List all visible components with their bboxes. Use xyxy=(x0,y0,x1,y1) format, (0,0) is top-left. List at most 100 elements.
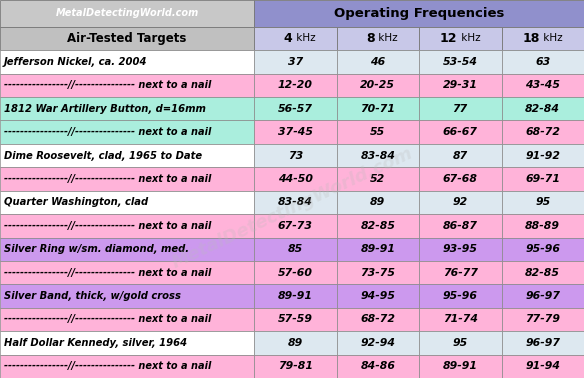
Text: 43-45: 43-45 xyxy=(525,80,560,90)
Bar xyxy=(419,355,502,378)
Text: 84-86: 84-86 xyxy=(360,361,395,371)
Text: kHz: kHz xyxy=(376,34,398,43)
Bar xyxy=(502,121,584,144)
Text: 37: 37 xyxy=(288,57,303,67)
Text: 52: 52 xyxy=(370,174,385,184)
Text: 93-95: 93-95 xyxy=(443,244,478,254)
Text: 82-84: 82-84 xyxy=(525,104,560,114)
Bar xyxy=(0,308,254,331)
Bar xyxy=(419,237,502,261)
Text: 91-92: 91-92 xyxy=(525,150,560,161)
Text: 86-87: 86-87 xyxy=(443,221,478,231)
Text: 89: 89 xyxy=(288,338,303,348)
Text: 91-94: 91-94 xyxy=(525,361,560,371)
Text: ----------------//--------------- next to a nail: ----------------//--------------- next t… xyxy=(4,268,211,277)
Bar xyxy=(336,121,419,144)
Text: 53-54: 53-54 xyxy=(443,57,478,67)
Bar xyxy=(419,191,502,214)
Bar xyxy=(0,284,254,308)
Text: MetalDetectingWorld.com: MetalDetectingWorld.com xyxy=(55,8,199,19)
Text: 44-50: 44-50 xyxy=(278,174,313,184)
Text: 56-57: 56-57 xyxy=(278,104,313,114)
Bar xyxy=(336,331,419,355)
Bar xyxy=(419,74,502,97)
Bar xyxy=(502,284,584,308)
Text: 20-25: 20-25 xyxy=(360,80,395,90)
Bar xyxy=(336,27,419,50)
Text: 83-84: 83-84 xyxy=(360,150,395,161)
Text: 73: 73 xyxy=(288,150,303,161)
Text: Air-Tested Targets: Air-Tested Targets xyxy=(67,32,187,45)
Bar xyxy=(419,50,502,74)
Text: 89: 89 xyxy=(370,197,385,208)
Text: 77-79: 77-79 xyxy=(525,314,560,324)
Bar xyxy=(0,167,254,191)
Text: 94-95: 94-95 xyxy=(360,291,395,301)
Bar xyxy=(254,308,336,331)
Text: 4: 4 xyxy=(284,32,293,45)
Text: 73-75: 73-75 xyxy=(360,268,395,277)
Bar xyxy=(254,50,336,74)
Bar xyxy=(502,74,584,97)
Text: kHz: kHz xyxy=(540,34,563,43)
Bar xyxy=(502,214,584,237)
Bar xyxy=(336,214,419,237)
Text: 12: 12 xyxy=(440,32,457,45)
Bar xyxy=(502,355,584,378)
Bar xyxy=(254,261,336,284)
Text: 29-31: 29-31 xyxy=(443,80,478,90)
Text: ----------------//--------------- next to a nail: ----------------//--------------- next t… xyxy=(4,127,211,137)
Text: 68-72: 68-72 xyxy=(360,314,395,324)
Bar xyxy=(0,27,254,50)
Text: 77: 77 xyxy=(453,104,468,114)
Bar xyxy=(419,261,502,284)
Text: 57-60: 57-60 xyxy=(278,268,313,277)
Bar xyxy=(336,237,419,261)
Bar xyxy=(254,331,336,355)
Text: Silver Ring w/sm. diamond, med.: Silver Ring w/sm. diamond, med. xyxy=(4,244,189,254)
Text: 66-67: 66-67 xyxy=(443,127,478,137)
Bar xyxy=(336,97,419,121)
Bar xyxy=(0,144,254,167)
Text: 37-45: 37-45 xyxy=(278,127,313,137)
Bar xyxy=(419,27,502,50)
Text: MetalDetectingWorld.com: MetalDetectingWorld.com xyxy=(169,144,415,272)
Bar xyxy=(419,144,502,167)
Bar xyxy=(0,97,254,121)
Bar xyxy=(336,50,419,74)
Text: 69-71: 69-71 xyxy=(525,174,560,184)
Text: 92: 92 xyxy=(453,197,468,208)
Bar xyxy=(502,191,584,214)
Text: ----------------//--------------- next to a nail: ----------------//--------------- next t… xyxy=(4,361,211,371)
Bar xyxy=(254,74,336,97)
Bar xyxy=(254,237,336,261)
Bar xyxy=(502,308,584,331)
Bar xyxy=(502,331,584,355)
Bar xyxy=(336,284,419,308)
Bar xyxy=(254,214,336,237)
Bar xyxy=(254,97,336,121)
Text: Dime Roosevelt, clad, 1965 to Date: Dime Roosevelt, clad, 1965 to Date xyxy=(4,150,202,161)
Text: 68-72: 68-72 xyxy=(525,127,560,137)
Bar xyxy=(502,50,584,74)
Text: 87: 87 xyxy=(453,150,468,161)
Text: kHz: kHz xyxy=(293,34,315,43)
Bar xyxy=(254,191,336,214)
Bar xyxy=(502,261,584,284)
Bar xyxy=(502,167,584,191)
Bar xyxy=(0,191,254,214)
Bar xyxy=(419,284,502,308)
Text: 46: 46 xyxy=(370,57,385,67)
Bar xyxy=(336,355,419,378)
Text: ----------------//--------------- next to a nail: ----------------//--------------- next t… xyxy=(4,314,211,324)
Bar xyxy=(336,191,419,214)
Bar xyxy=(419,214,502,237)
Bar xyxy=(254,144,336,167)
Text: 89-91: 89-91 xyxy=(360,244,395,254)
Text: 88-89: 88-89 xyxy=(525,221,560,231)
Text: Quarter Washington, clad: Quarter Washington, clad xyxy=(4,197,148,208)
Text: 55: 55 xyxy=(370,127,385,137)
Bar xyxy=(336,308,419,331)
Text: 85: 85 xyxy=(288,244,303,254)
Text: 89-91: 89-91 xyxy=(278,291,313,301)
